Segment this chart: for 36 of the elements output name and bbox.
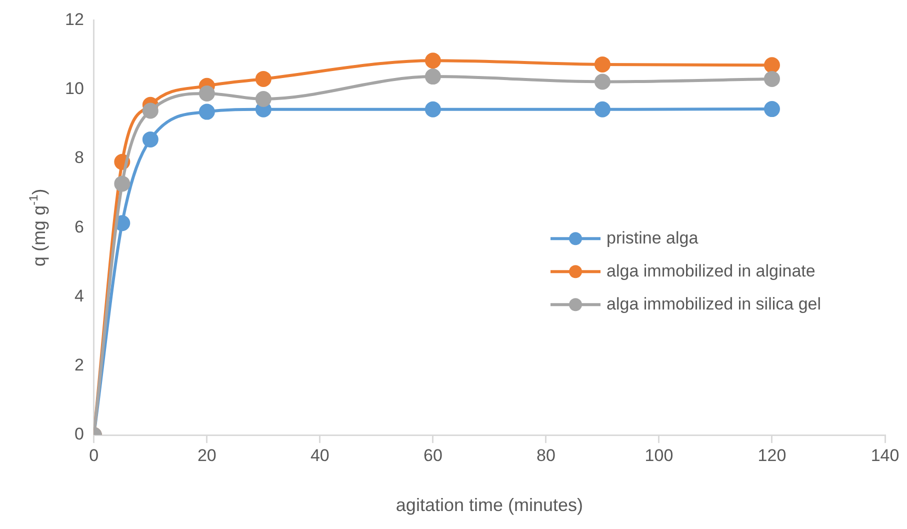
y-tick-label: 6 (74, 217, 84, 236)
point (424, 52, 441, 69)
y-tick-label: 2 (74, 356, 84, 375)
y-tick-label: 8 (74, 148, 84, 168)
legend-label: alga immobilized in silica gel (606, 294, 821, 314)
point (255, 91, 272, 108)
point (594, 101, 610, 118)
point (764, 57, 780, 74)
point (764, 70, 780, 87)
x-tick-label: 40 (310, 446, 330, 465)
y-tick-label: 10 (64, 79, 84, 98)
y-axis-title: q (mg g-1) (26, 188, 49, 266)
legend-label: alga immobilized in alginate (606, 261, 816, 280)
legend-label: pristine alga (606, 228, 699, 248)
point (142, 131, 158, 148)
x-tick-label: 0 (89, 446, 99, 465)
y-tick-label: 0 (74, 424, 84, 444)
point (255, 70, 272, 87)
point (198, 85, 215, 102)
point (764, 101, 780, 118)
point (424, 101, 441, 118)
y-tick-label: 4 (74, 286, 84, 306)
point (594, 74, 610, 90)
x-tick-label: 60 (423, 446, 442, 465)
x-axis-title: agitation time (minutes) (396, 495, 583, 516)
x-tick-label: 100 (644, 446, 674, 465)
point (142, 102, 158, 119)
point (594, 56, 610, 72)
x-tick-label: 120 (758, 446, 786, 465)
x-tick-label: 140 (870, 446, 900, 465)
point (424, 68, 441, 85)
x-tick-label: 20 (197, 446, 216, 465)
point (114, 176, 130, 192)
y-tick-label: 12 (64, 10, 84, 29)
point (198, 104, 215, 120)
x-tick-label: 80 (536, 446, 556, 465)
